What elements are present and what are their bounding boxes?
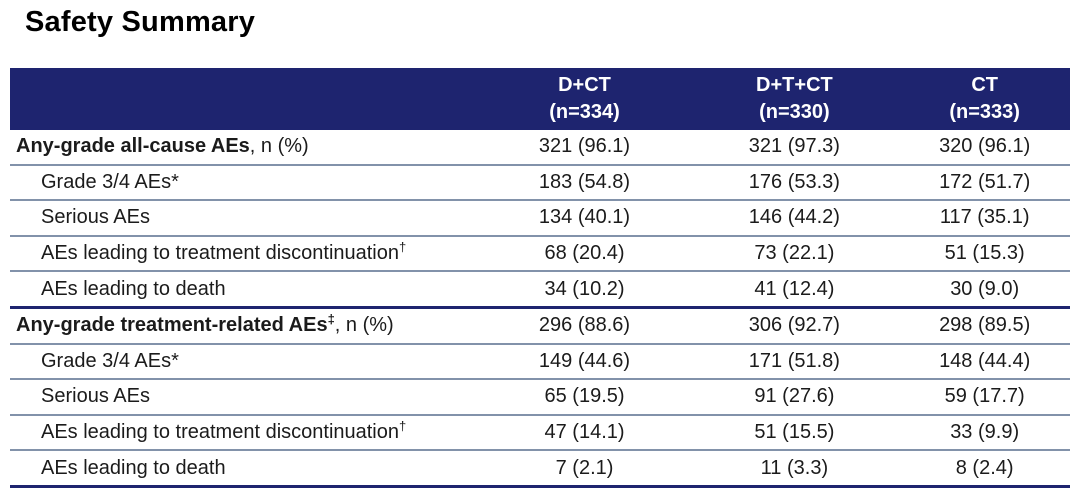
cell-value: 321 (97.3) — [748, 135, 840, 158]
row-label: AEs leading to death — [10, 278, 480, 301]
row-label-suffix: , n (%) — [249, 135, 309, 158]
table-row: Grade 3/4 AEs* 183 (54.8) 176 (53.3) 172 (5… — [10, 165, 1070, 202]
row-label-text: Grade 3/4 AEs* — [41, 349, 179, 372]
cell-value: 34 (10.2) — [544, 277, 625, 300]
cell-value: 171 (51.8) — [748, 349, 840, 372]
table-header-row: D+CT (n=334) D+T+CT (n=330) CT (n=333) — [10, 68, 1070, 130]
cell-value: 296 (88.6) — [538, 314, 631, 337]
row-label: Grade 3/4 AEs* — [10, 171, 480, 194]
row-label-superscript: † — [399, 239, 407, 255]
cell-value: 172 (51.7) — [939, 170, 1031, 193]
column-header-arm: D+T+CT — [756, 74, 833, 96]
cell-value: 117 (35.1) — [939, 206, 1030, 229]
row-label: Grade 3/4 AEs* — [10, 350, 480, 373]
row-label-text: Serious AEs — [41, 206, 150, 229]
cell-value: 183 (54.8) — [538, 170, 631, 193]
row-label: AEs leading to death — [10, 457, 480, 480]
cell-value: 134 (40.1) — [538, 206, 631, 229]
table-row: AEs leading to treatment discontinuation… — [10, 236, 1070, 273]
row-label: Serious AEs — [10, 385, 480, 408]
table-row: AEs leading to death 7 (2.1) 11 (3.3) 8 (2.… — [10, 451, 1070, 488]
cell-value: 146 (44.2) — [748, 206, 840, 229]
column-header: D+CT (n=334) — [480, 72, 690, 126]
cell-value: 30 (9.0) — [950, 277, 1020, 300]
column-header: CT (n=333) — [899, 72, 1070, 126]
cell-value: 321 (96.1) — [538, 135, 631, 158]
cell-value: 320 (96.1) — [939, 135, 1031, 158]
cell-value: 51 (15.5) — [754, 421, 835, 444]
cell-value: 73 (22.1) — [754, 242, 835, 265]
table-row: Any-grade treatment-related AEs‡, n (%) 2… — [10, 308, 1070, 345]
row-label-text: Serious AEs — [41, 385, 150, 408]
row-label: AEs leading to treatment discontinuation… — [10, 418, 480, 444]
column-header-arm: D+CT — [558, 74, 611, 96]
row-label-superscript: ‡ — [327, 311, 335, 327]
table-row: Grade 3/4 AEs* 149 (44.6) 171 (51.8) 148 (4… — [10, 344, 1070, 381]
row-label-text: Grade 3/4 AEs* — [41, 170, 179, 193]
cell-value: 11 (3.3) — [760, 456, 829, 479]
column-header: D+T+CT (n=330) — [689, 72, 899, 126]
row-label-text: Any-grade treatment-related AEs — [16, 314, 328, 337]
cell-value: 298 (89.5) — [939, 314, 1031, 337]
row-label: AEs leading to treatment discontinuation… — [10, 239, 480, 265]
row-label-text: AEs leading to treatment discontinuation — [41, 242, 399, 265]
table-row: AEs leading to treatment discontinuation… — [10, 415, 1070, 452]
safety-summary-table: D+CT (n=334) D+T+CT (n=330) CT (n=333) Any-gr… — [10, 68, 1070, 488]
row-label: Serious AEs — [10, 206, 480, 229]
cell-value: 59 (17.7) — [944, 385, 1025, 408]
cell-value: 149 (44.6) — [538, 349, 631, 372]
row-label-suffix: , n (%) — [334, 314, 394, 337]
page-title: Safety Summary — [25, 6, 256, 38]
row-label-superscript: † — [399, 418, 407, 434]
cell-value: 176 (53.3) — [748, 170, 840, 193]
cell-value: 51 (15.3) — [944, 242, 1025, 265]
row-label: Any-grade treatment-related AEs‡, n (%) — [10, 311, 480, 337]
cell-value: 8 (2.4) — [955, 456, 1014, 479]
cell-value: 33 (9.9) — [950, 421, 1020, 444]
row-label: Any-grade all-cause AEs, n (%) — [10, 135, 480, 158]
cell-value: 7 (2.1) — [555, 456, 614, 479]
row-label-text: AEs leading to death — [41, 277, 226, 300]
table-row: Any-grade all-cause AEs, n (%) 321 (96.1)… — [10, 130, 1070, 166]
cell-value: 65 (19.5) — [544, 385, 625, 408]
table-row: AEs leading to death 34 (10.2) 41 (12.4) 30… — [10, 272, 1070, 309]
table-row: Serious AEs 134 (40.1) 146 (44.2) 117 (35.1… — [10, 201, 1070, 237]
cell-value: 47 (14.1) — [544, 421, 625, 444]
table-body: Any-grade all-cause AEs, n (%) 321 (96.1)… — [10, 130, 1070, 488]
cell-value: 41 (12.4) — [754, 277, 835, 300]
column-header-n: (n=334) — [549, 101, 620, 123]
column-header-n: (n=330) — [759, 101, 830, 123]
cell-value: 91 (27.6) — [754, 385, 835, 408]
column-header-arm: CT — [971, 74, 998, 96]
row-label-text: Any-grade all-cause AEs — [16, 135, 250, 158]
row-label-text: AEs leading to treatment discontinuation — [41, 421, 399, 444]
table-row: Serious AEs 65 (19.5) 91 (27.6) 59 (17.7) — [10, 380, 1070, 416]
cell-value: 306 (92.7) — [748, 314, 840, 337]
cell-value: 148 (44.4) — [939, 349, 1031, 372]
cell-value: 68 (20.4) — [544, 242, 625, 265]
row-label-text: AEs leading to death — [41, 456, 226, 479]
column-header-n: (n=333) — [949, 101, 1020, 123]
